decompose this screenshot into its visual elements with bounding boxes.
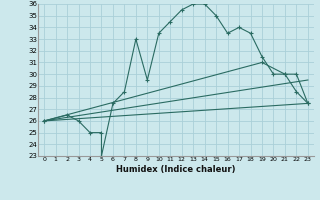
X-axis label: Humidex (Indice chaleur): Humidex (Indice chaleur) (116, 165, 236, 174)
